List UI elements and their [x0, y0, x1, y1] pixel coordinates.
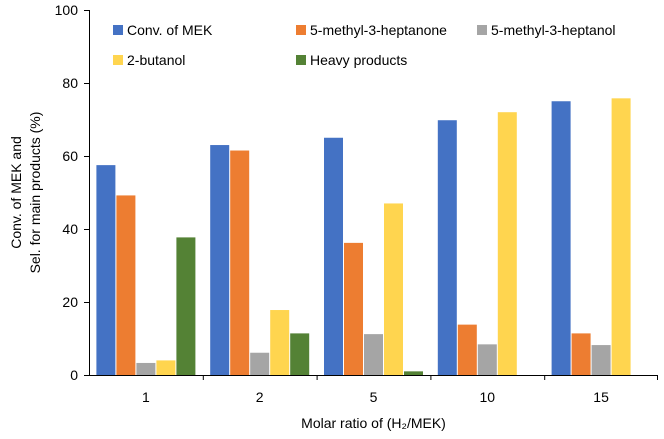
x-tick-label: 1: [142, 389, 150, 405]
y-tick-label: 40: [62, 221, 78, 237]
bar-5-methyl-3-heptanone-10: [457, 324, 477, 375]
bar-heavy-products-5: [404, 371, 423, 375]
bar-2-butanol-5: [384, 203, 403, 375]
bar-5-methyl-3-heptanol-1: [136, 362, 156, 375]
bar-5-methyl-3-heptanol-10: [477, 344, 497, 375]
legend-swatch: [296, 55, 306, 65]
legend-swatch: [113, 25, 123, 35]
legend-swatch: [113, 55, 123, 65]
x-tick-label: 10: [480, 389, 496, 405]
bar-conv-of-mek-10: [437, 120, 457, 375]
legend-label: Conv. of MEK: [127, 22, 213, 38]
bar-5-methyl-3-heptanol-15: [591, 345, 611, 375]
bars: [96, 98, 631, 375]
y-axis-label-line-1: Conv. of MEK and: [8, 136, 24, 249]
legend-swatch: [296, 25, 306, 35]
bar-5-methyl-3-heptanone-2: [230, 150, 250, 375]
bar-5-methyl-3-heptanone-15: [571, 333, 591, 375]
bar-conv-of-mek-5: [324, 137, 343, 375]
y-tick-label: 20: [62, 294, 78, 310]
y-tick-label: 60: [62, 148, 78, 164]
bar-5-methyl-3-heptanol-2: [250, 352, 270, 375]
x-tick-label: 5: [370, 389, 378, 405]
x-tick-label: 15: [593, 389, 609, 405]
legend-label: Heavy products: [310, 52, 407, 68]
bar-5-methyl-3-heptanone-5: [344, 242, 363, 375]
bar-2-butanol-2: [270, 310, 290, 375]
x-tick-label: 2: [256, 389, 264, 405]
legend-label: 2-butanol: [127, 52, 185, 68]
y-tick-label: 100: [55, 2, 79, 18]
bar-2-butanol-15: [611, 98, 631, 375]
bar-2-butanol-10: [497, 112, 517, 375]
x-tick-labels: 1 2 5 10 15: [142, 375, 658, 405]
bar-5-methyl-3-heptanone-1: [116, 195, 136, 375]
bar-heavy-products-1: [176, 237, 196, 375]
legend-swatch: [477, 25, 487, 35]
bar-conv-of-mek-2: [210, 145, 230, 375]
y-tick-label: 0: [70, 367, 78, 383]
legend-label: 5-methyl-3-heptanone: [310, 22, 447, 38]
bar-heavy-products-2: [290, 333, 310, 375]
y-tick-labels: 0 20 40 60 80 100: [55, 2, 89, 383]
y-tick-label: 80: [62, 75, 78, 91]
bar-5-methyl-3-heptanol-5: [364, 334, 383, 375]
legend: Conv. of MEK 5-methyl-3-heptanone 5-methyl…: [113, 22, 616, 68]
axes: [89, 10, 658, 376]
bar-2-butanol-1: [156, 360, 176, 375]
x-axis-label: Molar ratio of (H₂/MEK): [301, 415, 446, 431]
legend-label: 5-methyl-3-heptanol: [491, 22, 616, 38]
bar-conv-of-mek-1: [96, 165, 116, 375]
y-axis-label-line-2: Sel. for main products (%): [27, 112, 43, 274]
bar-conv-of-mek-15: [551, 101, 571, 375]
